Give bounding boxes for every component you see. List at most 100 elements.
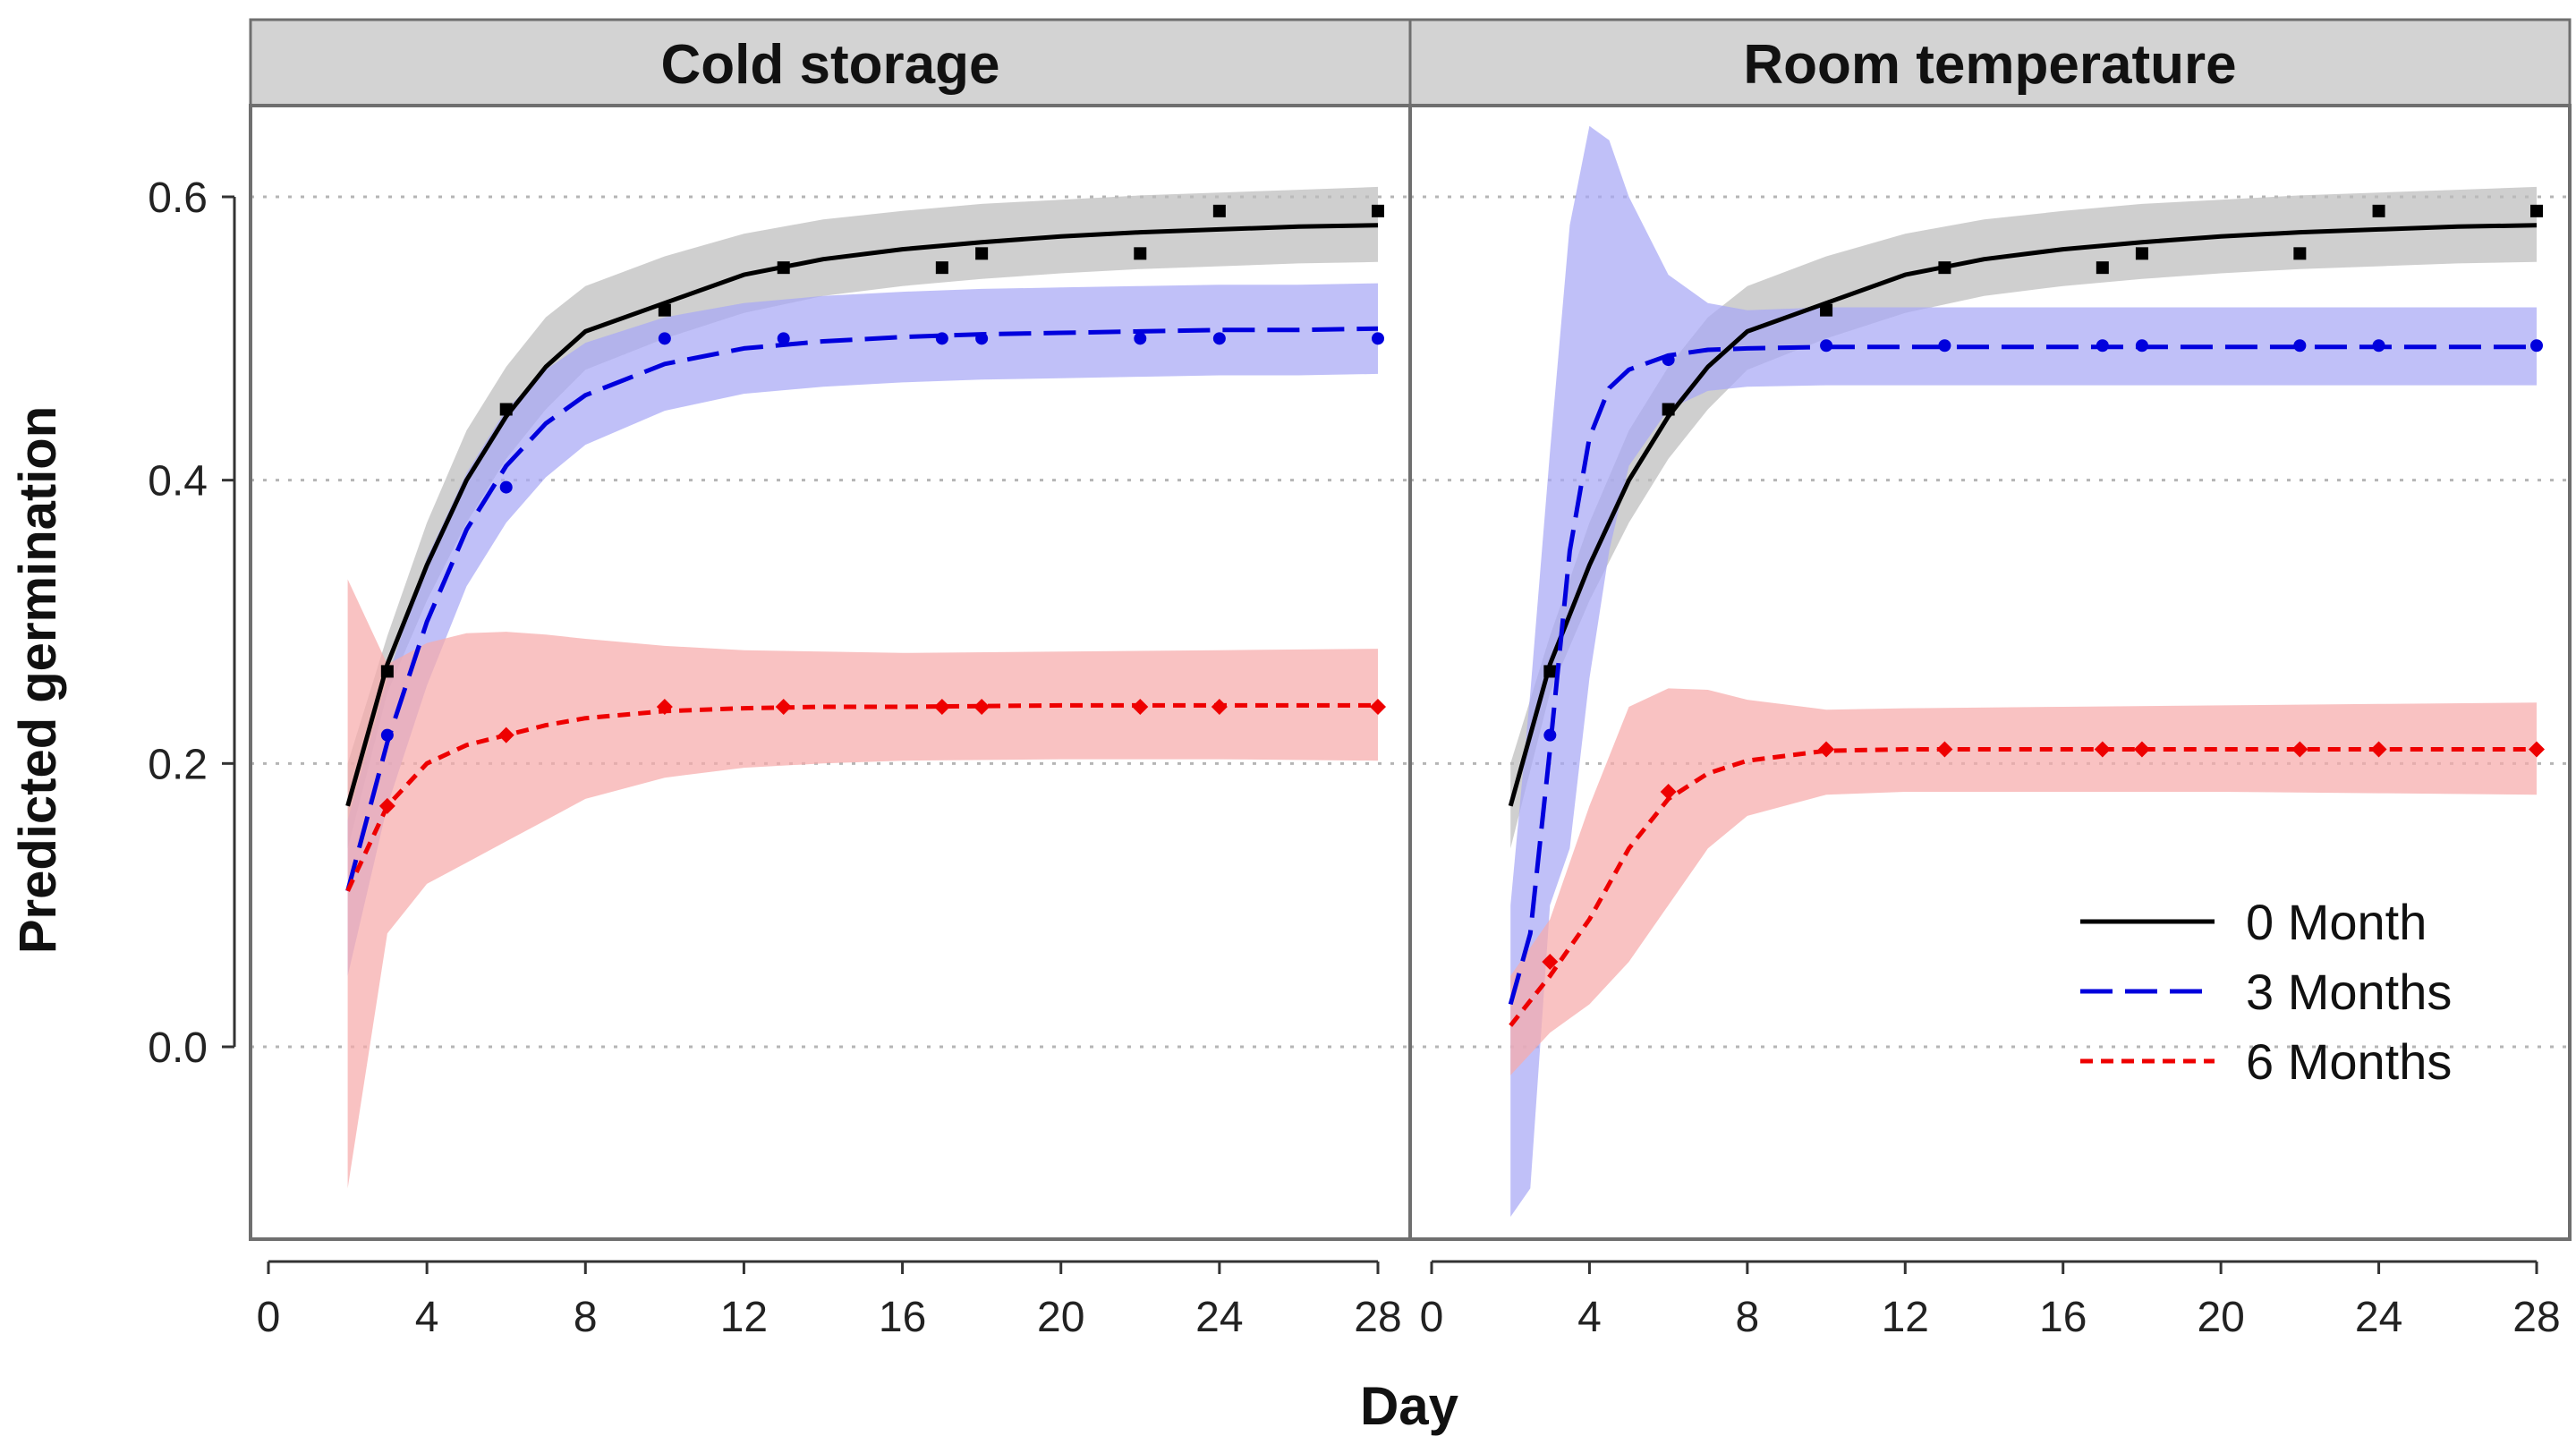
x-axis-label: Day xyxy=(1360,1376,1459,1436)
data-point xyxy=(935,261,948,275)
data-point xyxy=(658,303,671,317)
data-point xyxy=(1211,699,1228,715)
x-tick-label: 0 xyxy=(257,1294,281,1341)
x-tick-label: 24 xyxy=(1195,1294,1243,1341)
data-point xyxy=(777,261,790,275)
series-line xyxy=(1508,223,2538,807)
data-point xyxy=(777,332,790,345)
series-line xyxy=(345,326,1379,892)
data-point xyxy=(658,332,671,345)
y-tick-label: 0.6 xyxy=(148,174,208,222)
data-point xyxy=(499,403,513,416)
data-point xyxy=(1542,954,1559,970)
data-point xyxy=(1938,339,1951,353)
confidence-band xyxy=(1510,125,2537,1217)
data-point xyxy=(2135,339,2148,353)
data-point xyxy=(1134,332,1147,345)
data-point xyxy=(656,699,673,715)
y-axis-label: Predicted germination xyxy=(9,406,67,954)
legend: 0 Month 3 Months 6 Months xyxy=(2080,894,2452,1090)
data-point xyxy=(935,332,948,345)
data-point xyxy=(933,699,950,715)
series-line xyxy=(345,702,1378,892)
data-point xyxy=(1134,247,1147,260)
data-point xyxy=(1132,699,1149,715)
data-point xyxy=(380,665,394,678)
data-point xyxy=(1660,784,1677,800)
data-point xyxy=(1938,261,1951,275)
data-point xyxy=(2096,339,2109,353)
y-tick-label: 0.4 xyxy=(148,458,208,506)
x-tick-label: 8 xyxy=(574,1294,598,1341)
x-tick-label: 0 xyxy=(1420,1294,1444,1341)
x-tick-label: 20 xyxy=(2197,1294,2244,1341)
panel-strip xyxy=(249,18,1412,107)
data-point xyxy=(1372,332,1384,345)
data-point xyxy=(973,699,990,715)
data-point xyxy=(378,797,395,814)
x-tick-label: 24 xyxy=(2355,1294,2402,1341)
panel-title: Cold storage xyxy=(661,34,1000,96)
data-point xyxy=(1936,741,1953,758)
data-point xyxy=(975,247,989,260)
panels-layer: Cold storage 0 4 8 12 16 20 24 28 0.0 0.2 0.4 0.6 Roo… xyxy=(148,18,2572,1341)
data-point xyxy=(2529,741,2545,758)
x-tick-label: 4 xyxy=(415,1294,439,1341)
panel-0: Cold storage 0 4 8 12 16 20 24 28 0.0 0.2 0.4 0.6 xyxy=(148,18,1412,1341)
data-point xyxy=(2133,741,2150,758)
data-point xyxy=(2293,247,2307,260)
data-point xyxy=(775,699,792,715)
x-tick-label: 4 xyxy=(1577,1294,1602,1341)
y-tick-label: 0.2 xyxy=(148,741,208,788)
confidence-band xyxy=(1510,688,2537,1075)
data-point xyxy=(1820,339,1833,353)
data-point xyxy=(1212,204,1226,217)
legend-label: 0 Month xyxy=(2246,894,2427,950)
data-point xyxy=(2372,339,2385,353)
plot-area xyxy=(1508,125,2545,1217)
data-point xyxy=(2370,741,2387,758)
x-tick-label: 12 xyxy=(1882,1294,1929,1341)
panel-frame xyxy=(1408,104,2572,1241)
data-point xyxy=(2293,339,2307,353)
x-tick-label: 16 xyxy=(2039,1294,2087,1341)
data-point xyxy=(2094,741,2111,758)
series-line xyxy=(345,223,1379,807)
x-tick-label: 28 xyxy=(1354,1294,1401,1341)
data-point xyxy=(2291,741,2308,758)
panel-1: Room temperature 0 4 8 12 16 20 24 28 xyxy=(1408,18,2572,1341)
data-point xyxy=(1370,699,1386,715)
y-tick-label: 0.0 xyxy=(148,1024,208,1072)
data-point xyxy=(2096,261,2109,275)
data-point xyxy=(497,726,514,743)
data-point xyxy=(499,480,513,494)
data-point xyxy=(1543,728,1557,742)
panel-title: Room temperature xyxy=(1743,34,2236,96)
confidence-band xyxy=(347,579,1379,1189)
data-point xyxy=(2135,247,2148,260)
data-point xyxy=(2372,204,2385,217)
data-point xyxy=(1818,741,1835,758)
data-point xyxy=(1372,204,1384,217)
data-point xyxy=(2530,339,2543,353)
panel-strip xyxy=(1408,18,2572,107)
data-point xyxy=(975,332,989,345)
x-tick-label: 20 xyxy=(1037,1294,1084,1341)
data-point xyxy=(2530,204,2543,217)
data-point xyxy=(1662,403,1675,416)
legend-label: 3 Months xyxy=(2246,964,2452,1020)
plot-area xyxy=(345,186,1386,1189)
confidence-band xyxy=(347,283,1379,976)
x-tick-label: 8 xyxy=(1736,1294,1760,1341)
data-point xyxy=(1543,665,1557,678)
x-tick-label: 16 xyxy=(879,1294,926,1341)
data-point xyxy=(1662,353,1675,367)
data-point xyxy=(1212,332,1226,345)
data-point xyxy=(1820,303,1833,317)
legend-label: 6 Months xyxy=(2246,1033,2452,1090)
data-point xyxy=(380,728,394,742)
series-line xyxy=(1509,747,2537,1027)
series-line xyxy=(1508,344,2537,1006)
x-tick-label: 12 xyxy=(720,1294,768,1341)
